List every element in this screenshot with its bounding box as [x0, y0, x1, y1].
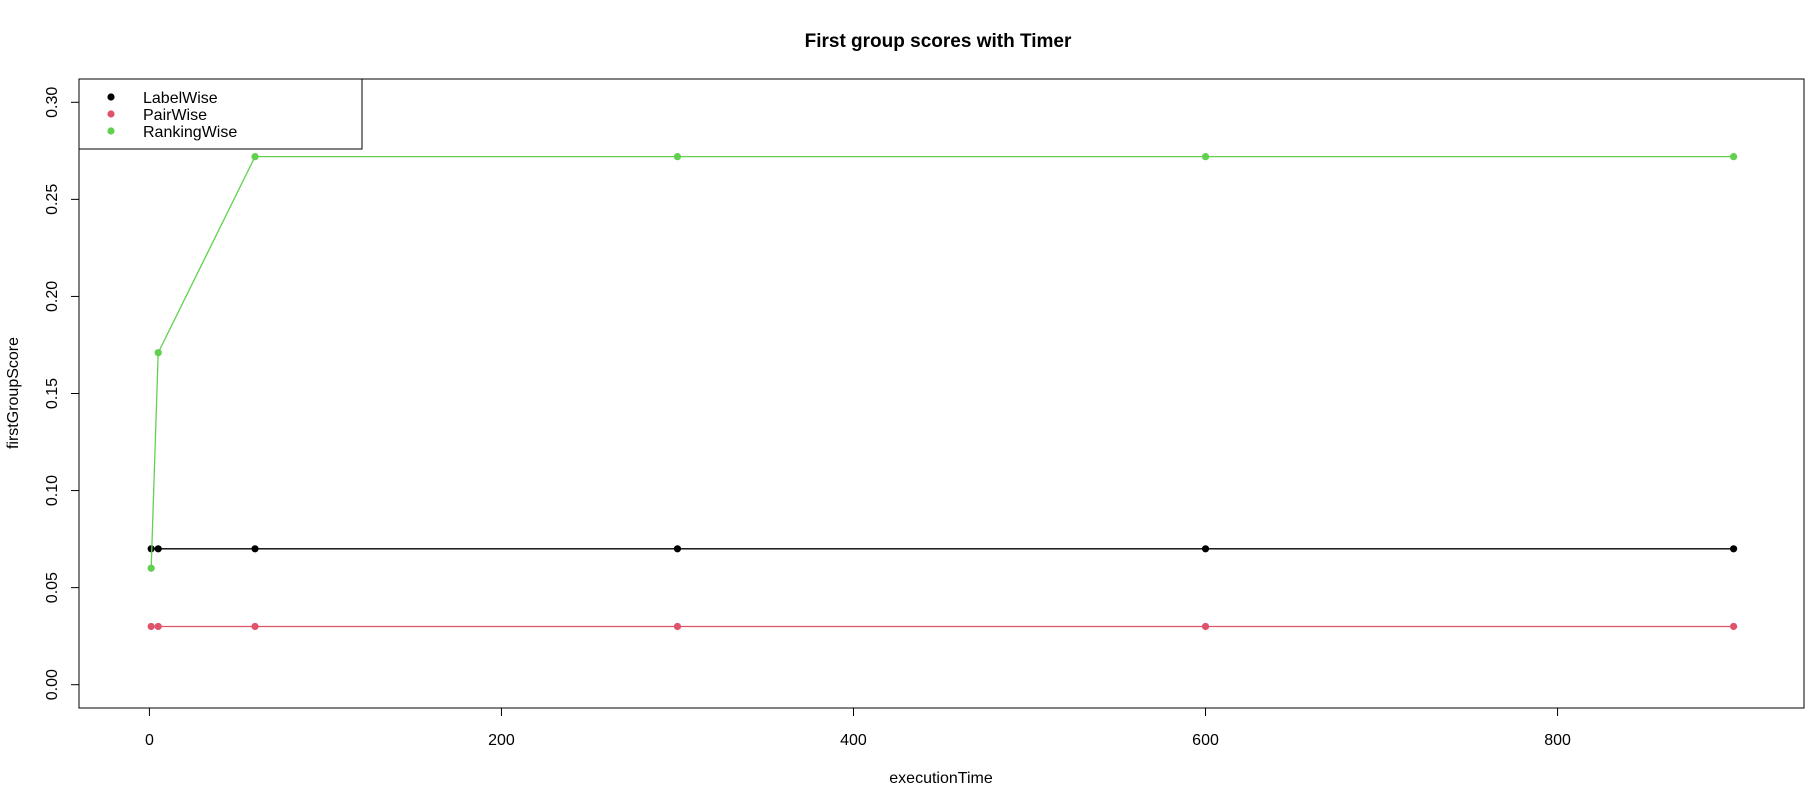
data-point-rankingwise — [1729, 153, 1738, 161]
x-axis-label: executionTime — [889, 770, 993, 787]
data-point-labelwise — [1201, 545, 1210, 553]
y-tick-label: 0.15 — [44, 378, 61, 409]
x-tick-label: 200 — [488, 732, 515, 749]
series-line-rankingwise — [150, 156, 1734, 569]
data-point-pairwise — [154, 622, 162, 631]
data-point-pairwise — [147, 622, 155, 631]
data-point-pairwise — [1201, 622, 1210, 631]
y-axis: 0.00 0.05 0.10 0.15 0.20 0.25 0.30 — [44, 87, 80, 700]
legend-marker-labelwise — [107, 93, 115, 101]
legend-marker-pairwise — [107, 110, 115, 118]
legend-marker-rankingwise — [107, 127, 115, 135]
data-point-labelwise — [673, 545, 682, 553]
legend-box — [78, 78, 363, 150]
data-point-rankingwise — [673, 153, 682, 161]
data-point-pairwise — [251, 622, 259, 631]
data-point-labelwise — [154, 545, 162, 553]
data-point-labelwise — [1729, 545, 1738, 553]
x-tick-label: 600 — [1192, 732, 1219, 749]
y-tick-label: 0.20 — [44, 281, 61, 312]
y-tick-label: 0.25 — [44, 184, 61, 215]
x-tick-label: 800 — [1544, 732, 1571, 749]
data-point-rankingwise — [147, 564, 155, 572]
legend-label-labelwise: LabelWise — [143, 90, 218, 107]
series-layer — [147, 153, 1738, 631]
legend-label-rankingwise: RankingWise — [143, 124, 237, 141]
x-axis: 0 200 400 600 800 — [145, 707, 1571, 749]
x-tick-label: 400 — [840, 732, 867, 749]
data-point-rankingwise — [251, 153, 259, 161]
y-tick-label: 0.10 — [44, 475, 61, 506]
data-point-labelwise — [251, 545, 259, 553]
legend-label-pairwise: PairWise — [143, 107, 207, 124]
data-point-pairwise — [673, 622, 682, 631]
x-tick-label: 0 — [145, 732, 154, 749]
plot-frame — [78, 78, 1805, 709]
chart-title: First group scores with Timer — [805, 31, 1072, 52]
y-tick-label: 0.00 — [44, 669, 61, 700]
y-axis-label: firstGroupScore — [5, 337, 22, 449]
data-point-rankingwise — [154, 349, 162, 357]
data-point-pairwise — [1729, 622, 1738, 631]
y-tick-label: 0.05 — [44, 572, 61, 603]
data-point-rankingwise — [1201, 153, 1210, 161]
y-tick-label: 0.30 — [44, 87, 61, 118]
